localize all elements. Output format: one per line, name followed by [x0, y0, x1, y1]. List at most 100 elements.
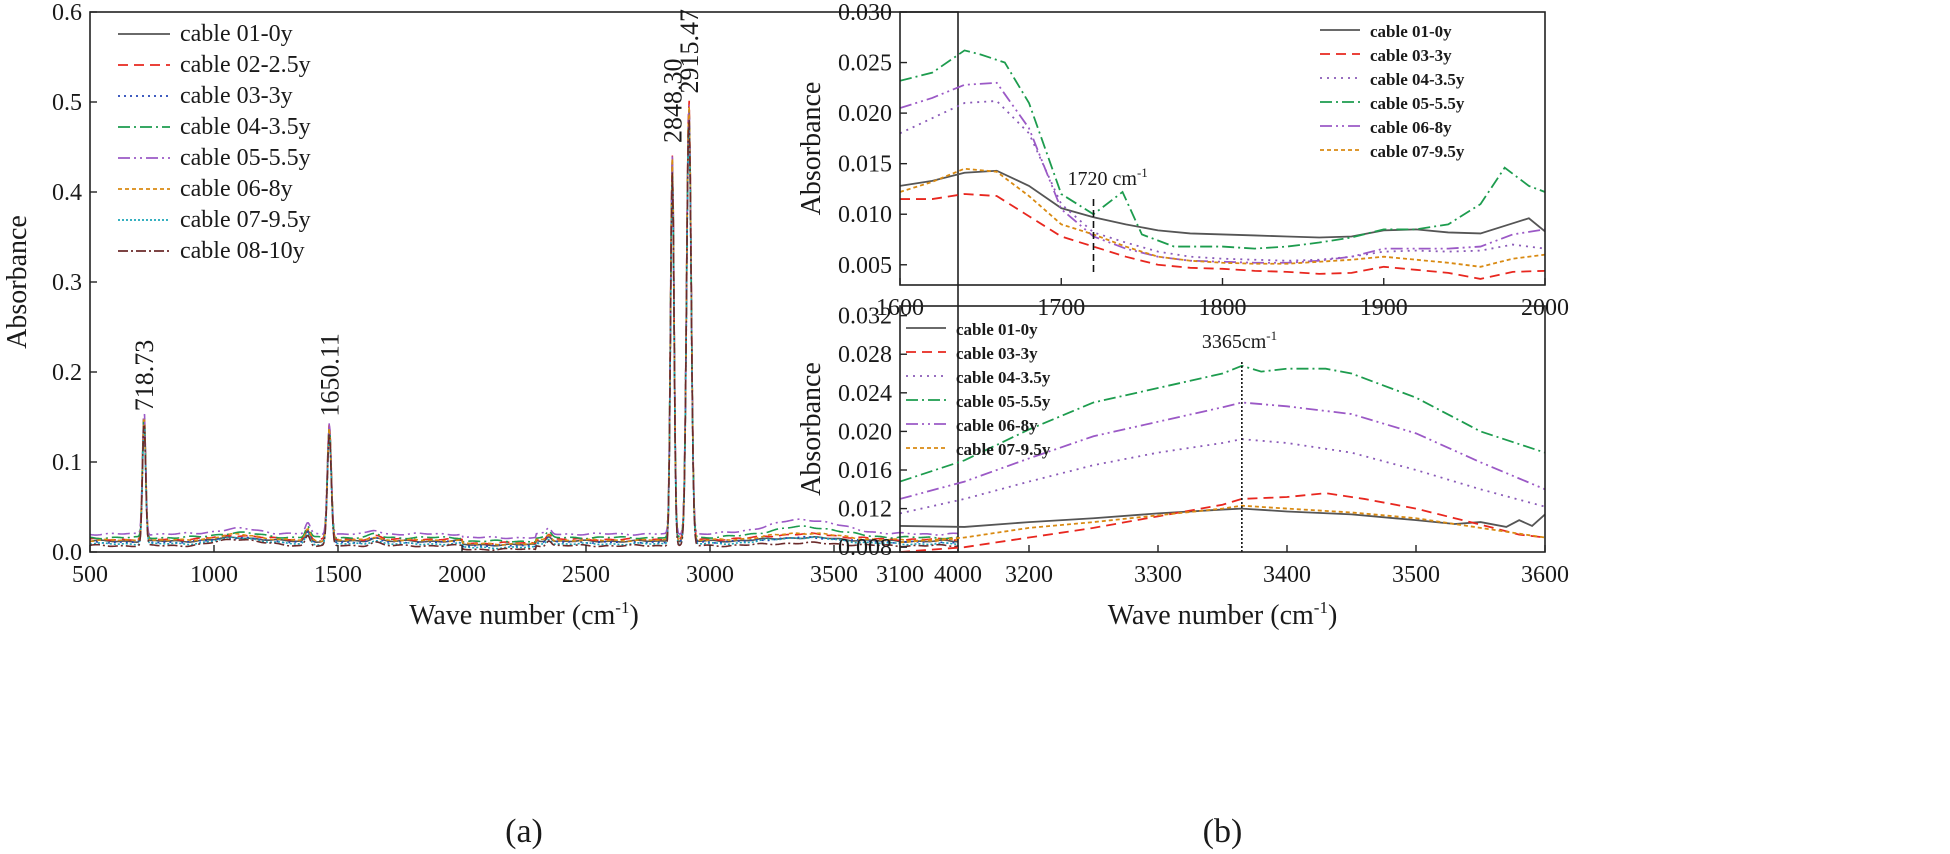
series-line: [900, 364, 1545, 483]
x-tick-label: 3500: [1392, 562, 1440, 588]
series-line: [90, 106, 958, 546]
x-tick-label: 2000: [438, 562, 486, 588]
marker-annotation-sup: -1: [1137, 165, 1148, 180]
legend-label: cable 02-2.5y: [180, 52, 311, 78]
y-tick-label: 0.015: [838, 152, 892, 178]
legend-label: cable 03-3y: [1370, 46, 1452, 65]
legend-label: cable 04-3.5y: [1370, 70, 1465, 89]
peak-annotation: 2848.30: [658, 59, 687, 144]
y-tick-label: 0.005: [838, 253, 892, 279]
legend-label: cable 01-0y: [1370, 22, 1452, 41]
legend-label: cable 05-5.5y: [180, 145, 311, 171]
y-axis-title: Absorbance: [796, 82, 827, 216]
series-line: [90, 126, 958, 550]
y-tick-label: 0.020: [838, 101, 892, 127]
legend-label: cable 07-9.5y: [1370, 142, 1465, 161]
legend-label: cable 07-9.5y: [180, 207, 311, 233]
legend-label: cable 05-5.5y: [1370, 94, 1465, 113]
y-tick-label: 0.016: [838, 458, 892, 484]
x-tick-label: 3000: [686, 562, 734, 588]
y-axis-title: Absorbance: [796, 362, 827, 496]
legend-label: cable 04-3.5y: [180, 114, 311, 140]
series-line: [900, 504, 1545, 544]
marker-annotation: 3365cm-1: [1202, 328, 1277, 353]
marker-annotation: 1720 cm-1: [1068, 165, 1148, 190]
series-line: [90, 108, 958, 543]
y-tick-label: 0.6: [52, 0, 82, 26]
series-line: [900, 401, 1545, 500]
x-tick-label: 3300: [1134, 562, 1182, 588]
y-tick-label: 0.032: [838, 304, 892, 330]
x-tick-label: 1900: [1360, 295, 1408, 321]
x-axis-title-end: ): [1328, 600, 1337, 631]
y-tick-label: 0.024: [838, 381, 892, 407]
x-axis-title-end: ): [629, 600, 638, 631]
y-tick-label: 0.008: [838, 535, 892, 561]
peak-annotation: 2915.47: [675, 9, 704, 94]
x-tick-label: 3600: [1521, 562, 1569, 588]
x-axis-title-main: Wave number (cm: [1108, 600, 1314, 631]
series-line: [900, 167, 1545, 268]
x-tick-label: 1500: [314, 562, 362, 588]
legend-label: cable 04-3.5y: [956, 368, 1051, 387]
peak-annotation: 1650.11: [315, 333, 344, 417]
legend-label: cable 06-8y: [180, 176, 293, 202]
series-line: [900, 492, 1545, 552]
legend-label: cable 06-8y: [956, 416, 1038, 435]
plot-frame: [899, 305, 1546, 553]
legend-label: cable 01-0y: [180, 21, 293, 47]
y-tick-label: 0.3: [52, 270, 82, 296]
y-tick-label: 0.030: [838, 0, 892, 26]
x-axis-title-sup: -1: [615, 598, 629, 617]
x-tick-label: 1700: [1037, 295, 1085, 321]
series-line: [900, 49, 1545, 250]
series-line: [90, 105, 958, 540]
y-tick-label: 0.028: [838, 342, 892, 368]
series-line: [900, 507, 1545, 528]
legend-label: cable 07-9.5y: [956, 440, 1051, 459]
y-tick-label: 0.5: [52, 90, 82, 116]
series-line: [900, 100, 1545, 262]
x-tick-label: 3500: [810, 562, 858, 588]
legend-label: cable 03-3y: [180, 83, 293, 109]
x-axis-title: Wave number (cm-1): [409, 598, 639, 631]
x-tick-label: 2500: [562, 562, 610, 588]
y-tick-label: 0.4: [52, 180, 82, 206]
panel-label: (a): [505, 813, 543, 850]
y-tick-label: 0.0: [52, 540, 82, 566]
series-group: [900, 49, 1545, 280]
x-tick-label: 1800: [1199, 295, 1247, 321]
y-tick-label: 0.020: [838, 419, 892, 445]
series-line: [900, 169, 1545, 239]
panel-a-chart: 500 1000 1500 2000 2500 3000 3500 4000 0.0 0.1 0.2…: [2, 0, 982, 850]
legend-label: cable 05-5.5y: [956, 392, 1051, 411]
x-tick-label: 3100: [876, 562, 924, 588]
x-axis-title: Wave number (cm-1): [1108, 598, 1338, 631]
x-axis-title-main: Wave number (cm: [409, 600, 615, 631]
y-tick-label: 0.2: [52, 360, 82, 386]
x-tick-label: 1000: [190, 562, 238, 588]
y-axis-title: Absorbance: [2, 215, 33, 349]
x-tick-label: 4000: [934, 562, 982, 588]
x-tick-label: 3400: [1263, 562, 1311, 588]
peak-annotation: 718.73: [130, 340, 159, 412]
legend-label: cable 03-3y: [956, 344, 1038, 363]
x-tick-label: 3200: [1005, 562, 1053, 588]
x-axis-title-sup: -1: [1314, 598, 1328, 617]
marker-annotation-main: 3365cm: [1202, 331, 1267, 353]
panel-label: (b): [1203, 813, 1243, 850]
legend-label: cable 01-0y: [956, 320, 1038, 339]
marker-annotation-sup: -1: [1266, 328, 1277, 343]
y-tick-label: 0.1: [52, 450, 82, 476]
series-group: [900, 364, 1545, 552]
y-tick-label: 0.025: [838, 51, 892, 77]
legend-label: cable 08-10y: [180, 238, 305, 264]
x-tick-label: 500: [72, 562, 108, 588]
series-line: [900, 193, 1545, 280]
y-tick-label: 0.010: [838, 202, 892, 228]
marker-annotation-main: 1720 cm: [1068, 168, 1138, 190]
series-group: [90, 100, 958, 552]
